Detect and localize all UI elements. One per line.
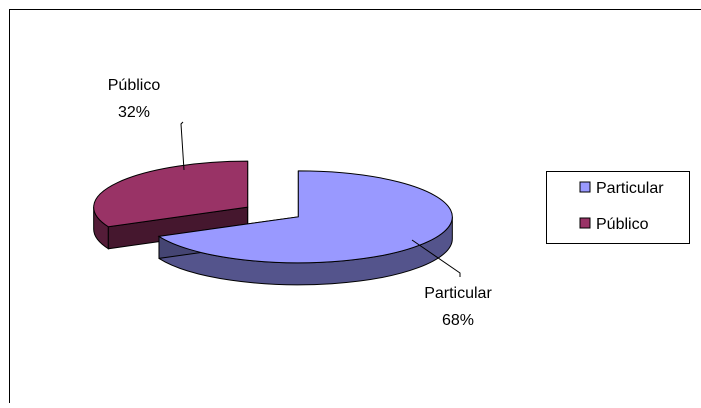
slice-top-particular: [157, 170, 453, 264]
legend-swatch-publico: [579, 217, 591, 229]
data-label-publico-name: Público: [108, 77, 161, 94]
legend-label-publico: Público: [596, 216, 649, 233]
legend-label-particular: Particular: [596, 180, 664, 197]
legend-box: [546, 171, 690, 244]
data-label-particular-percent: 68%: [442, 312, 474, 329]
legend-swatch-particular: [579, 181, 591, 193]
leader-line-publico: [180, 121, 185, 171]
legend: Particular Público: [546, 171, 690, 244]
data-label-publico-percent: 32%: [118, 104, 150, 121]
pie-slices: [93, 160, 453, 286]
slice-top-publico: [93, 160, 249, 228]
data-label-particular-name: Particular: [424, 285, 492, 302]
leader-line-particular: [411, 239, 461, 277]
